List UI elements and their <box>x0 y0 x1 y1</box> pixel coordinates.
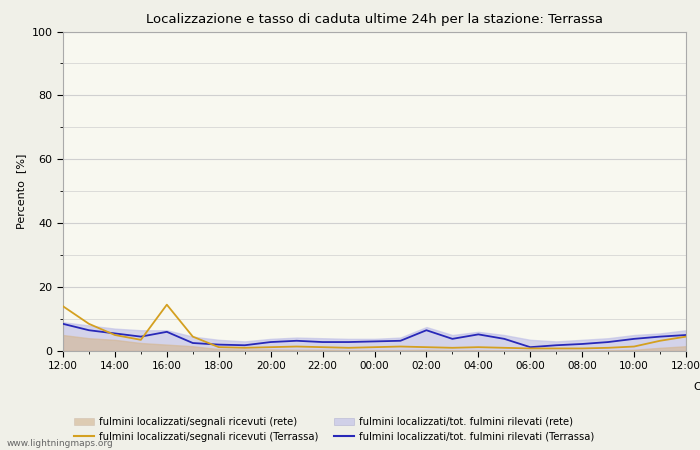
Legend: fulmini localizzati/segnali ricevuti (rete), fulmini localizzati/segnali ricevut: fulmini localizzati/segnali ricevuti (re… <box>74 417 594 442</box>
Title: Localizzazione e tasso di caduta ultime 24h per la stazione: Terrassa: Localizzazione e tasso di caduta ultime … <box>146 13 603 26</box>
Text: www.lightningmaps.org: www.lightningmaps.org <box>7 439 113 448</box>
Y-axis label: Percento  [%]: Percento [%] <box>16 153 26 229</box>
Text: Orario: Orario <box>693 382 700 392</box>
